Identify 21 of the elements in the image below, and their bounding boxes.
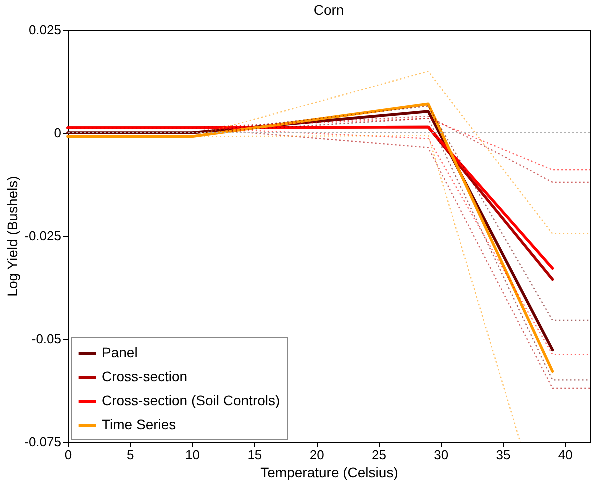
legend-label: Time Series <box>102 416 176 432</box>
x-tick-label: 15 <box>248 448 262 462</box>
x-tick-label: 35 <box>496 448 511 462</box>
x-tick-label: 20 <box>310 448 324 462</box>
y-tick-label: 0.025 <box>28 22 62 38</box>
y-axis-title: Log Yield (Bushels) <box>4 176 21 297</box>
x-tick-label: 25 <box>372 448 386 462</box>
y-tick-label: -0.05 <box>32 332 62 346</box>
legend-label: Cross-section (Soil Controls) <box>102 392 280 408</box>
x-tick-label: 30 <box>434 448 449 462</box>
x-tick-label: 40 <box>558 448 573 462</box>
x-tick-label: 10 <box>186 448 200 462</box>
y-tick-label: -0.025 <box>24 228 62 244</box>
legend-label: Panel <box>102 344 138 360</box>
x-tick-label: 0 <box>64 448 72 462</box>
chart-title: Corn <box>314 2 344 18</box>
x-tick-label: 5 <box>127 448 134 462</box>
x-axis-title: Temperature (Celsius) <box>260 464 398 480</box>
legend-label: Cross-section <box>102 368 188 384</box>
y-tick-label: 0 <box>54 126 62 140</box>
y-tick-label: -0.075 <box>24 434 62 450</box>
